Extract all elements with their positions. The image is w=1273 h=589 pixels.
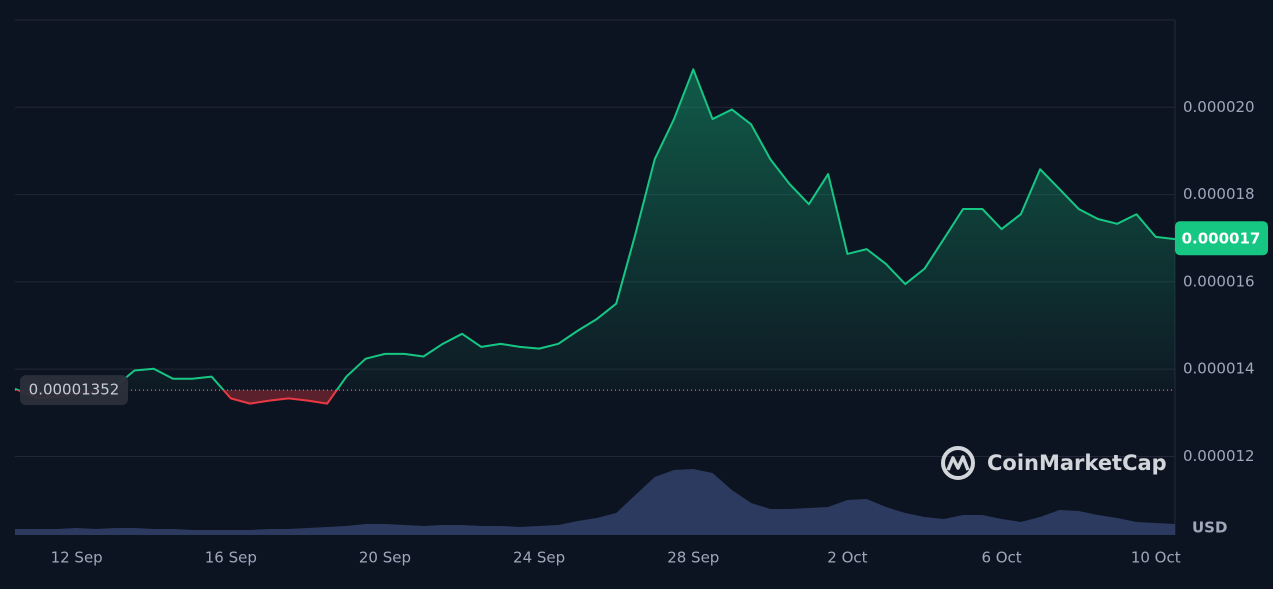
y-tick-label: 0.000018 bbox=[1183, 185, 1255, 203]
currency-label: USD bbox=[1192, 519, 1227, 537]
price-line bbox=[14, 68, 1176, 405]
x-tick-label: 12 Sep bbox=[51, 549, 103, 567]
reference-label-box bbox=[20, 375, 128, 406]
x-tick-label: 28 Sep bbox=[667, 549, 719, 567]
y-tick-label: 0.000012 bbox=[1183, 447, 1255, 465]
volume-area bbox=[15, 469, 1175, 535]
logo bbox=[941, 446, 975, 480]
last-price-label: 0.000017 bbox=[1182, 230, 1261, 248]
x-tick-label: 10 Oct bbox=[1131, 549, 1181, 567]
logo-mark bbox=[946, 455, 970, 471]
x-tick-label: 6 Oct bbox=[981, 549, 1021, 567]
x-tick-label: 16 Sep bbox=[205, 549, 257, 567]
watermark: CoinMarketCap bbox=[941, 446, 1167, 480]
x-tick-label: 20 Sep bbox=[359, 549, 411, 567]
y-tick-label: 0.000014 bbox=[1183, 360, 1255, 378]
y-tick-label: 0.000020 bbox=[1183, 98, 1255, 116]
last-price-box bbox=[1175, 221, 1268, 256]
x-tick-label: 2 Oct bbox=[827, 549, 867, 567]
reference-label: 0.00001352 bbox=[29, 381, 120, 399]
price-area bbox=[15, 69, 1175, 404]
y-tick-label: 0.000016 bbox=[1183, 272, 1255, 290]
x-tick-label: 24 Sep bbox=[513, 549, 565, 567]
watermark-text: CoinMarketCap bbox=[987, 451, 1167, 475]
